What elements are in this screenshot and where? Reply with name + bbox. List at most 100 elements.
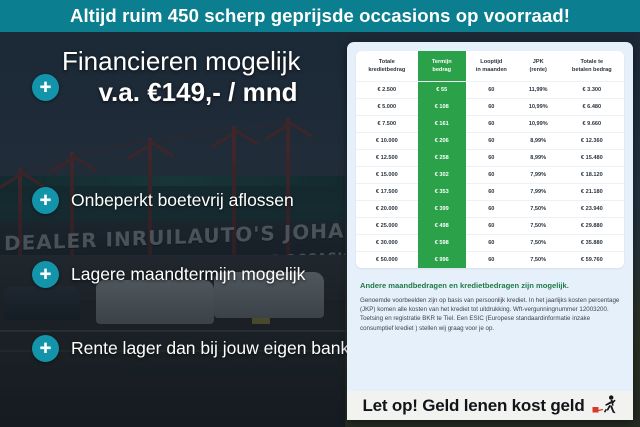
cell-looptijd: 60 (465, 149, 517, 167)
cell-jpk: 8,99% (516, 149, 560, 167)
col-header-totale-te-betalen: Totale te betalen bedrag (571, 59, 612, 73)
cell-jpk: 7,50% (516, 251, 560, 268)
promo-bullet-1: Lagere maandtermijn mogelijk (32, 261, 305, 288)
table-row: € 30.000 € 598 60 7,50% € 35.880 (356, 234, 624, 252)
table-row: € 5.000 € 108 60 10,99% € 6.480 (356, 98, 624, 116)
promo-headline-line1: Financieren mogelijk (62, 46, 301, 76)
cell-kredietbedrag: € 30.000 (356, 234, 418, 252)
top-headline-text: Altijd ruim 450 scherp geprijsde occasio… (69, 5, 570, 26)
disclaimer-body: Genoemde voorbeelden zijn op basis van p… (360, 297, 620, 332)
cell-termijnbedrag: € 498 (417, 217, 466, 235)
cell-totaal: € 35.880 (559, 234, 624, 252)
promo-headline-line2: v.a. €149,- / mnd (98, 77, 298, 107)
table-row: € 2.500 € 55 60 11,99% € 3.300 (356, 81, 624, 99)
top-headline-bar: Altijd ruim 450 scherp geprijsde occasio… (0, 0, 640, 32)
cell-looptijd: 60 (465, 132, 517, 150)
cell-kredietbedrag: € 15.000 (356, 166, 418, 184)
cell-termijnbedrag: € 161 (417, 115, 466, 133)
table-header-row: Totale kredietbedrag Termijn bedrag Loopti… (356, 51, 624, 82)
disclaimer-block: Andere maandbedragen en kredietbedragen … (347, 268, 633, 333)
plus-icon (32, 335, 59, 362)
cell-termijnbedrag: € 302 (417, 166, 466, 184)
table-row: € 20.000 € 399 60 7,50% € 23.940 (356, 200, 624, 218)
cell-termijnbedrag: € 55 (417, 81, 466, 99)
cell-looptijd: 60 (465, 200, 517, 218)
financing-table: Totale kredietbedrag Termijn bedrag Loopti… (356, 51, 624, 268)
cell-kredietbedrag: € 12.500 (356, 149, 418, 167)
table-row: € 10.000 € 206 60 8,99% € 12.360 (356, 132, 624, 150)
promo-bullet-2: Rente lager dan bij jouw eigen bank (32, 335, 349, 362)
cell-totaal: € 6.480 (559, 98, 624, 116)
cell-jpk: 11,99% (516, 81, 560, 99)
cell-jpk: 10,99% (516, 98, 560, 116)
afm-warning-text: Let op! Geld lenen kost geld (362, 395, 585, 415)
promo-bullet-label: Lagere maandtermijn mogelijk (71, 264, 306, 284)
disclaimer-title: Andere maandbedragen en kredietbedragen … (360, 281, 569, 290)
col-header-jpk: JPK (rente) (529, 59, 547, 73)
cell-termijnbedrag: € 108 (417, 98, 466, 116)
cell-looptijd: 60 (465, 251, 517, 268)
cell-looptijd: 60 (465, 234, 517, 252)
table-row: € 50.000 € 996 60 7,50% € 59.760 (356, 251, 624, 268)
col-header-termijn-bedrag: Termijn bedrag (417, 51, 466, 82)
afm-warning-strip: Let op! Geld lenen kost geld (347, 391, 633, 420)
promo-bullet-label: Onbeperkt boetevrij aflossen (71, 190, 294, 210)
cell-totaal: € 23.940 (559, 200, 624, 218)
cell-totaal: € 3.300 (559, 81, 624, 99)
cell-totaal: € 21.180 (559, 183, 624, 201)
cell-jpk: 7,99% (516, 166, 560, 184)
financing-table-panel: Totale kredietbedrag Termijn bedrag Loopti… (356, 51, 624, 268)
table-row: € 25.000 € 498 60 7,50% € 29.880 (356, 217, 624, 235)
cell-totaal: € 18.120 (559, 166, 624, 184)
cell-looptijd: 60 (465, 217, 517, 235)
cell-jpk: 8,99% (516, 132, 560, 150)
cell-totaal: € 12.360 (559, 132, 624, 150)
col-header-looptijd: Looptijd in maanden (475, 59, 507, 73)
cell-kredietbedrag: € 20.000 (356, 200, 418, 218)
cell-termijnbedrag: € 258 (417, 149, 466, 167)
financing-info-card: Totale kredietbedrag Termijn bedrag Loopti… (347, 42, 633, 420)
plus-icon (32, 187, 59, 214)
cell-jpk: 7,50% (516, 217, 560, 235)
plus-icon (32, 74, 59, 101)
cell-jpk: 7,50% (516, 234, 560, 252)
cell-kredietbedrag: € 10.000 (356, 132, 418, 150)
cell-totaal: € 59.760 (559, 251, 624, 268)
plus-icon (32, 261, 59, 288)
table-row: € 7.500 € 161 60 10,99% € 9.660 (356, 115, 624, 133)
cell-termijnbedrag: € 598 (417, 234, 466, 252)
cell-jpk: 10,99% (516, 115, 560, 133)
promo-headline: Financieren mogelijk v.a. €149,- / mnd (62, 46, 352, 108)
cell-kredietbedrag: € 25.000 (356, 217, 418, 235)
table-row: € 15.000 € 302 60 7,99% € 18.120 (356, 166, 624, 184)
table-row: € 12.500 € 258 60 8,99% € 15.480 (356, 149, 624, 167)
photo-dark-overlay (0, 0, 345, 427)
cell-kredietbedrag: € 5.000 (356, 98, 418, 116)
financing-table-body: € 2.500 € 55 60 11,99% € 3.300 € 5.000 € 108 6… (356, 81, 624, 268)
cell-kredietbedrag: € 50.000 (356, 251, 418, 268)
col-header-totale-kredietbedrag: Totale kredietbedrag (368, 59, 406, 73)
cell-looptijd: 60 (465, 115, 517, 133)
cell-termijnbedrag: € 206 (417, 132, 466, 150)
cell-termijnbedrag: € 399 (417, 200, 466, 218)
cell-looptijd: 60 (465, 81, 517, 99)
cell-totaal: € 15.480 (559, 149, 624, 167)
cell-looptijd: 60 (465, 183, 517, 201)
promo-bullet-0: Onbeperkt boetevrij aflossen (32, 187, 294, 214)
cell-kredietbedrag: € 17.500 (356, 183, 418, 201)
cell-jpk: 7,99% (516, 183, 560, 201)
cell-termijnbedrag: € 353 (417, 183, 466, 201)
cell-termijnbedrag: € 996 (417, 251, 466, 268)
cell-looptijd: 60 (465, 166, 517, 184)
promo-bullet-label: Rente lager dan bij jouw eigen bank (71, 338, 350, 358)
cell-kredietbedrag: € 7.500 (356, 115, 418, 133)
table-row: € 17.500 € 353 60 7,99% € 21.180 (356, 183, 624, 201)
cell-jpk: 7,50% (516, 200, 560, 218)
afm-walking-man-cart-icon (592, 394, 618, 417)
promo-left-column: Financieren mogelijk v.a. €149,- / mnd O… (0, 32, 349, 427)
cell-kredietbedrag: € 2.500 (356, 81, 418, 99)
cell-looptijd: 60 (465, 98, 517, 116)
cell-totaal: € 29.880 (559, 217, 624, 235)
cell-totaal: € 9.660 (559, 115, 624, 133)
